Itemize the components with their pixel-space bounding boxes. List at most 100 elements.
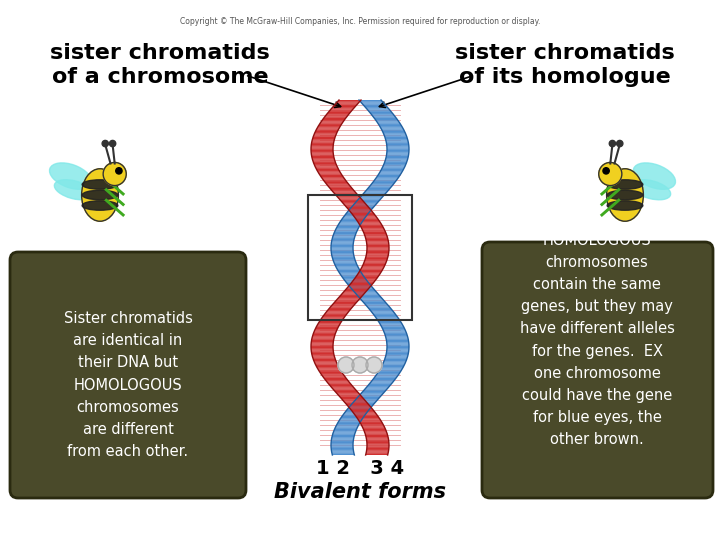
Polygon shape — [327, 113, 350, 114]
Polygon shape — [333, 235, 355, 237]
Polygon shape — [384, 164, 406, 165]
Polygon shape — [361, 228, 384, 230]
Polygon shape — [311, 146, 333, 147]
Polygon shape — [328, 309, 351, 310]
Polygon shape — [332, 238, 354, 239]
Polygon shape — [381, 129, 404, 130]
Polygon shape — [339, 199, 362, 200]
Polygon shape — [346, 289, 369, 290]
Polygon shape — [367, 443, 389, 444]
Polygon shape — [341, 294, 364, 295]
Polygon shape — [312, 338, 334, 339]
Polygon shape — [372, 114, 395, 116]
Polygon shape — [330, 110, 353, 111]
Polygon shape — [367, 245, 389, 246]
Polygon shape — [348, 408, 371, 409]
Polygon shape — [345, 403, 368, 404]
Polygon shape — [318, 125, 341, 126]
Polygon shape — [379, 369, 402, 370]
Polygon shape — [323, 119, 345, 120]
Polygon shape — [359, 272, 381, 273]
Polygon shape — [331, 446, 353, 447]
Polygon shape — [354, 203, 377, 205]
Polygon shape — [320, 175, 343, 176]
Polygon shape — [312, 143, 333, 144]
Polygon shape — [352, 411, 375, 412]
Polygon shape — [316, 129, 339, 130]
Polygon shape — [312, 140, 334, 141]
Polygon shape — [311, 342, 333, 343]
Polygon shape — [320, 122, 343, 123]
Polygon shape — [320, 123, 343, 124]
Polygon shape — [362, 194, 385, 195]
Polygon shape — [331, 444, 353, 445]
Polygon shape — [335, 391, 358, 392]
Polygon shape — [353, 402, 376, 403]
Polygon shape — [355, 277, 378, 278]
FancyBboxPatch shape — [10, 252, 246, 498]
Polygon shape — [365, 434, 387, 435]
Polygon shape — [334, 232, 356, 233]
Polygon shape — [332, 436, 354, 437]
Polygon shape — [373, 117, 396, 118]
Polygon shape — [347, 405, 370, 406]
Polygon shape — [331, 438, 354, 440]
Polygon shape — [366, 256, 388, 258]
Polygon shape — [383, 132, 405, 133]
Polygon shape — [317, 325, 340, 326]
Polygon shape — [355, 218, 378, 219]
Polygon shape — [354, 278, 377, 279]
Polygon shape — [372, 116, 395, 117]
Polygon shape — [332, 256, 354, 258]
Polygon shape — [355, 415, 378, 416]
Polygon shape — [338, 271, 361, 272]
Polygon shape — [316, 327, 338, 328]
Polygon shape — [315, 364, 338, 366]
Polygon shape — [346, 206, 368, 207]
Polygon shape — [325, 182, 348, 183]
Polygon shape — [312, 139, 335, 140]
Polygon shape — [364, 260, 387, 261]
Polygon shape — [332, 304, 355, 306]
Polygon shape — [377, 319, 400, 320]
Polygon shape — [382, 166, 405, 168]
Polygon shape — [361, 195, 384, 196]
Polygon shape — [315, 329, 337, 330]
Polygon shape — [350, 212, 373, 213]
Polygon shape — [345, 214, 368, 215]
Polygon shape — [382, 364, 405, 366]
Polygon shape — [312, 355, 334, 356]
Polygon shape — [331, 241, 354, 242]
Polygon shape — [312, 158, 334, 159]
Polygon shape — [331, 440, 354, 441]
Polygon shape — [315, 362, 337, 363]
Polygon shape — [377, 372, 400, 373]
Polygon shape — [358, 296, 381, 297]
Polygon shape — [331, 441, 354, 442]
Polygon shape — [312, 339, 334, 340]
Polygon shape — [332, 240, 354, 241]
Polygon shape — [314, 163, 336, 164]
Polygon shape — [342, 415, 365, 416]
Polygon shape — [335, 230, 358, 231]
Polygon shape — [510, 265, 540, 280]
Polygon shape — [317, 170, 340, 171]
Polygon shape — [387, 340, 408, 341]
Polygon shape — [384, 136, 407, 137]
Polygon shape — [369, 112, 392, 113]
Polygon shape — [383, 329, 405, 330]
Polygon shape — [320, 176, 343, 177]
Polygon shape — [375, 316, 397, 318]
Polygon shape — [335, 104, 358, 105]
Polygon shape — [320, 372, 343, 373]
Polygon shape — [328, 112, 351, 113]
Polygon shape — [383, 330, 406, 332]
Polygon shape — [385, 159, 408, 160]
Polygon shape — [342, 399, 365, 400]
Polygon shape — [380, 170, 403, 171]
Polygon shape — [331, 449, 354, 450]
Polygon shape — [314, 332, 336, 333]
Polygon shape — [312, 335, 335, 336]
Polygon shape — [318, 368, 340, 369]
Polygon shape — [331, 247, 353, 248]
